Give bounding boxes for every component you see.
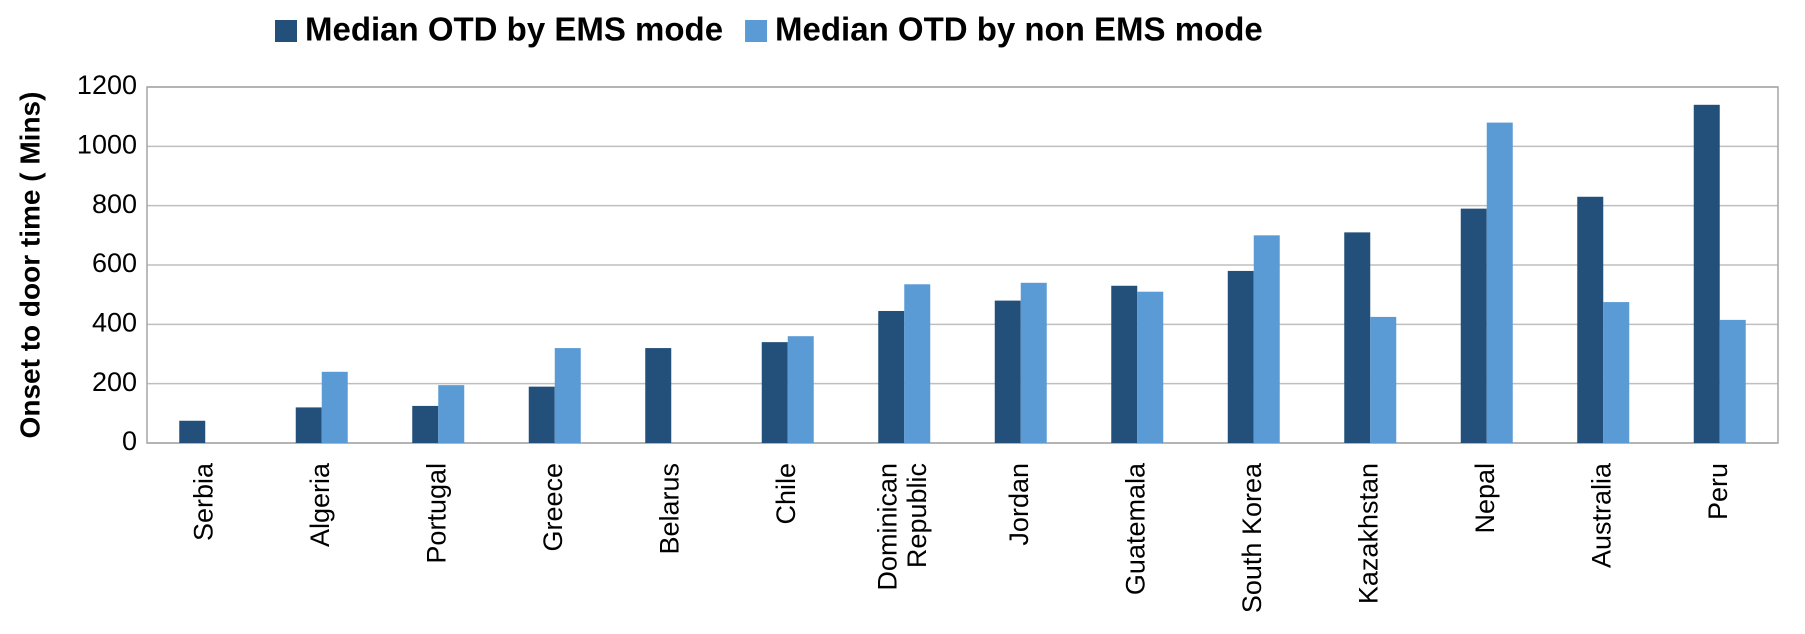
x-tick-label: DominicanRepublic	[873, 463, 933, 591]
x-tick-label: Serbia	[188, 462, 218, 541]
y-tick-label: 0	[122, 426, 137, 456]
bar	[1693, 104, 1720, 444]
legend-swatch	[745, 20, 768, 42]
bar	[761, 342, 788, 443]
x-tick-label: Greece	[538, 463, 568, 552]
bar	[438, 385, 465, 443]
bar	[412, 405, 439, 443]
bar	[321, 371, 348, 443]
x-tick-label: Portugal	[421, 463, 451, 564]
bar	[1719, 319, 1746, 443]
bar	[554, 348, 581, 443]
y-tick-label: 1200	[77, 70, 137, 100]
bar	[1577, 196, 1604, 443]
bar	[1460, 208, 1487, 443]
y-tick-label: 600	[92, 248, 137, 278]
bar	[528, 386, 555, 443]
bar	[1253, 235, 1280, 443]
bar	[645, 348, 672, 443]
y-tick-label: 400	[92, 307, 137, 337]
bar	[904, 284, 931, 443]
x-tick-label: Guatemala	[1120, 462, 1150, 595]
bar	[1486, 122, 1513, 443]
y-tick-label: 1000	[77, 129, 137, 159]
x-tick-label: South Korea	[1237, 462, 1267, 613]
x-tick-label: Peru	[1703, 463, 1733, 520]
x-tick-label: Jordan	[1004, 463, 1034, 546]
plot-border	[146, 86, 1779, 444]
y-axis-label: Onset to door time ( Mins)	[14, 92, 45, 439]
x-tick-label: Belarus	[654, 463, 684, 555]
legend-label: Median OTD by non EMS mode	[775, 11, 1263, 48]
bar	[1137, 291, 1164, 443]
x-tick-label: Chile	[771, 463, 801, 525]
bar	[1344, 232, 1371, 443]
x-tick-label: Algeria	[305, 462, 335, 547]
bar	[787, 336, 814, 443]
bar	[179, 420, 206, 443]
bar	[878, 310, 905, 443]
x-tick-label: Kazakhstan	[1353, 463, 1383, 604]
bar	[1111, 285, 1138, 443]
y-tick-label: 200	[92, 367, 137, 397]
legend-label: Median OTD by EMS mode	[305, 11, 723, 48]
x-tick-label: Nepal	[1470, 463, 1500, 534]
bar	[1020, 282, 1047, 443]
bar	[994, 300, 1021, 443]
bar	[1370, 316, 1397, 443]
x-tick-label: Australia	[1586, 462, 1616, 568]
bar	[1603, 302, 1630, 443]
legend-swatch	[275, 20, 297, 42]
bar	[295, 407, 322, 443]
y-tick-label: 800	[92, 189, 137, 219]
bar	[1227, 270, 1254, 443]
